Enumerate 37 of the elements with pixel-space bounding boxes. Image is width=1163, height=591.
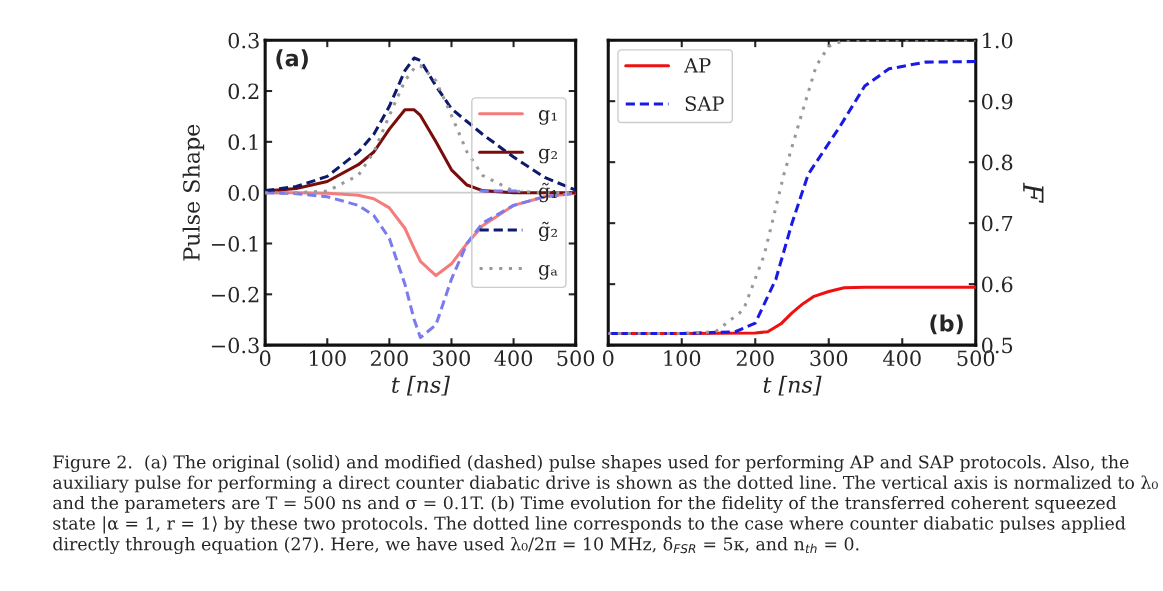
y-tick-label: −0.2 [211,286,259,303]
annotation: (b) [930,314,963,335]
x-tick-label: 100 [664,350,701,367]
legend-label: g̃₁ [538,182,557,203]
y-tick-label: 0.9 [981,93,1013,110]
x-tick-label: 300 [810,350,848,367]
x-tick-label: 400 [883,350,921,367]
text: Figure 2. (a) The original (solid) and modified (dashed) pulse shapes used for performing AP and SAP protocols. Also, the auxiliary pulse for performing a direct counter diabatic drive is shown as the dotted line. The vertical axis is normalized to λ₀ and the parameters are T = 500 ns and σ = 0.1T. (b) Time evolution for the fidelity of the transferred coherent squeezed state |α = 1, r = 1⟩ by these two protocols. The dotted line corresponds to the case where counter diabatic pulses applied directly through equation (27). Here, we have used λ₀/2π = 10 MHz, δ$_{FSR}$ = 5κ, and n$_{th}$ = 0. [53,455,1158,555]
legend-label: g₁ [538,110,557,125]
y-tick-label: −0.1 [211,235,258,252]
y-tick-label: −0.3 [211,337,259,354]
x-axis-title: t [ns] [392,375,450,396]
legend-label: gₐ [538,264,558,280]
legend-label: g̃₂ [538,221,557,242]
y-tick-label: 0.1 [228,134,258,151]
y-tick-label: 0.0 [228,185,259,201]
y-tick-label: 1.0 [983,32,1013,49]
legend-label: g₂ [538,148,557,164]
x-tick-label: 300 [433,350,470,367]
x-tick-label: 500 [557,350,595,367]
legend-label: SAP [685,96,724,111]
y-tick-label: 0.6 [981,276,1013,293]
y-tick-label: 0.3 [228,32,259,49]
x-tick-label: 400 [494,350,533,367]
annotation: (a) [276,49,308,70]
legend-label: AP [683,58,711,73]
y-tick-label: 0.8 [981,154,1013,171]
x-tick-label: 200 [370,350,408,367]
y-tick-label: 0.7 [981,215,1013,232]
x-tick-label: 200 [736,350,774,367]
x-tick-label: 0 [603,350,614,367]
x-tick-label: 0 [259,350,271,367]
y-axis-title: Pulse Shape [182,124,205,261]
x-axis-title: t [ns] [763,375,822,396]
y-tick-label: 0.2 [228,83,259,100]
y-axis-title: F [1023,182,1044,204]
x-tick-label: 100 [309,350,346,367]
